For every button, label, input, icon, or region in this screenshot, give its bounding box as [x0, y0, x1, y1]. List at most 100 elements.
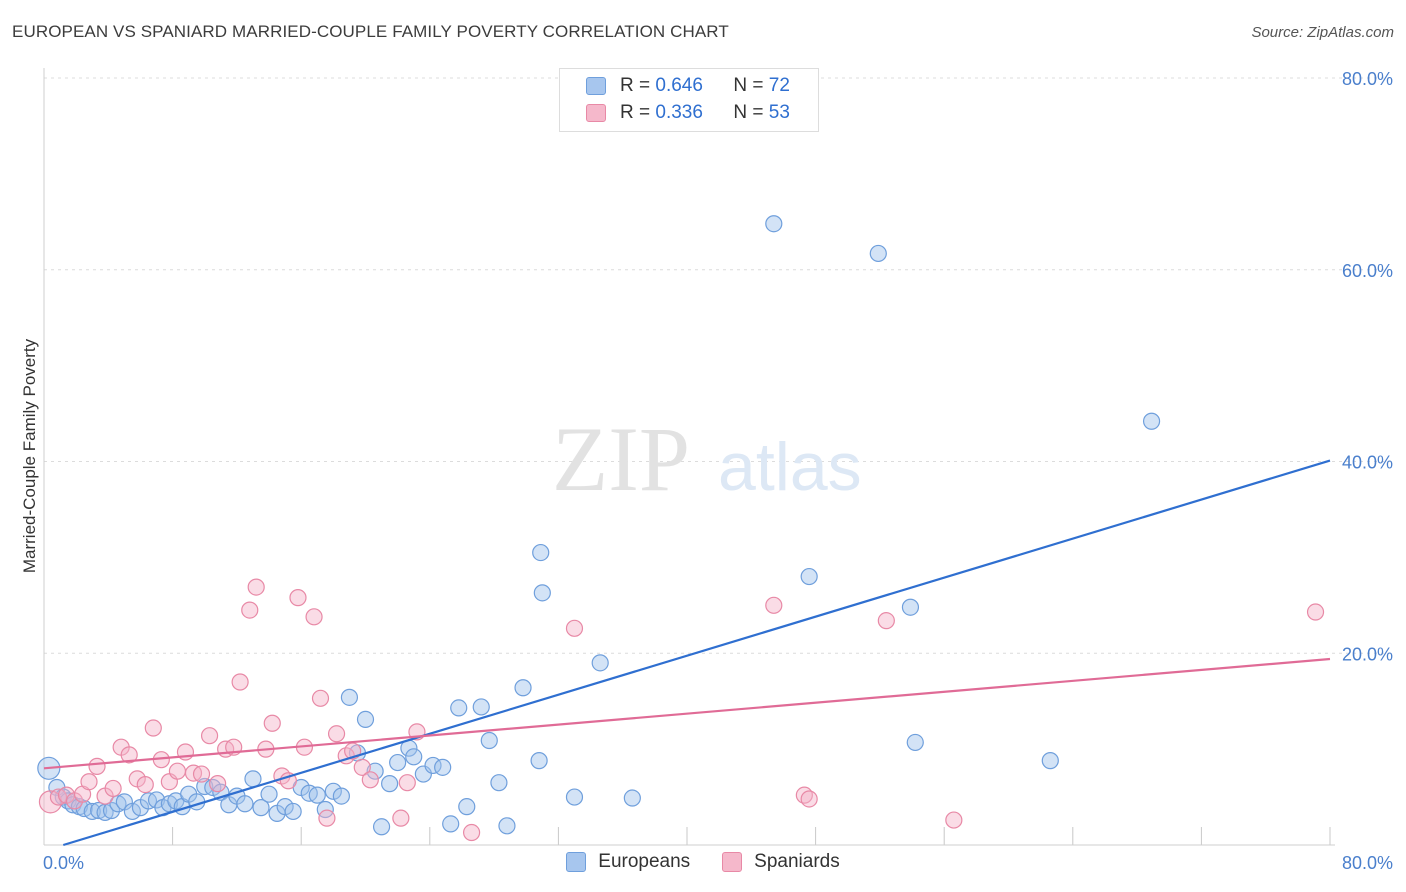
- legend-row-europeans: R = 0.646 N = 72: [586, 74, 790, 98]
- europeans-point: [480, 731, 498, 750]
- europeans-point: [906, 733, 924, 752]
- spaniards-point: [80, 773, 98, 791]
- spaniards-point: [263, 714, 281, 732]
- r-label: R =: [620, 75, 651, 96]
- spaniards-point: [462, 823, 481, 842]
- trend-lines: [43, 459, 1331, 847]
- spaniards-point: [289, 589, 307, 607]
- europeans-point: [414, 765, 432, 783]
- europeans-point: [498, 817, 516, 835]
- spaniards-point: [168, 762, 187, 780]
- spaniards-point: [192, 765, 211, 783]
- europeans-point: [623, 789, 641, 807]
- europeans-point: [308, 786, 326, 804]
- spaniards-point: [353, 758, 371, 776]
- spaniards-point: [945, 811, 963, 829]
- europeans-point: [869, 244, 887, 263]
- europeans-point: [381, 775, 399, 793]
- x-tick-label: 0.0%: [43, 853, 84, 873]
- europeans-point: [284, 802, 302, 821]
- europeans-point: [514, 679, 532, 697]
- spaniards-r-value: 0.336: [655, 102, 703, 123]
- spaniards-point: [318, 809, 336, 827]
- europeans-point: [442, 815, 460, 833]
- europeans-point: [372, 818, 391, 836]
- europeans-point: [800, 567, 818, 586]
- spaniards-point: [241, 601, 259, 619]
- spaniards-trend-line: [43, 657, 1331, 770]
- watermark-zip: ZIP: [552, 408, 690, 510]
- europeans-point: [252, 799, 270, 817]
- europeans-point: [472, 698, 490, 716]
- europeans-point: [123, 802, 142, 821]
- spaniards-point: [305, 608, 323, 626]
- europeans-point: [324, 782, 342, 800]
- europeans-point: [901, 598, 920, 616]
- spaniards-point: [765, 596, 783, 614]
- europeans-point: [340, 688, 359, 706]
- europeans-point: [565, 788, 584, 806]
- y-tick-label: 60.0%: [1342, 261, 1393, 281]
- spaniards-point: [247, 578, 265, 596]
- spaniards-point: [311, 689, 330, 707]
- y-axis-label: Married-Couple Family Poverty: [20, 338, 39, 573]
- europeans-point: [532, 543, 550, 562]
- y-tick-label: 40.0%: [1342, 453, 1393, 473]
- europeans-point: [434, 758, 452, 776]
- europeans-point: [244, 770, 262, 788]
- y-tick-label: 80.0%: [1342, 69, 1393, 89]
- spaniards-point: [231, 673, 249, 691]
- n-label: N =: [733, 102, 764, 123]
- europeans-point: [530, 752, 548, 770]
- europeans-n-value: 72: [768, 75, 790, 96]
- europeans-point: [356, 710, 375, 729]
- correlation-legend: R = 0.646 N = 72 R = 0.336 N = 53: [559, 68, 819, 132]
- europeans-swatch: [586, 77, 606, 95]
- spaniards-n-value: 53: [768, 102, 790, 123]
- spaniards-point: [200, 727, 219, 745]
- r-label: R =: [620, 102, 651, 123]
- spaniards-point: [209, 775, 227, 793]
- y-tick-label: 20.0%: [1342, 644, 1393, 664]
- spaniards-point: [800, 790, 818, 808]
- europeans-trend-line: [62, 459, 1331, 847]
- watermark: ZIP atlas: [552, 408, 862, 510]
- chart-title: EUROPEAN VS SPANIARD MARRIED-COUPLE FAMI…: [12, 22, 729, 41]
- spaniards-point: [104, 779, 122, 798]
- europeans-point: [90, 801, 108, 820]
- spaniards-point: [1306, 603, 1325, 621]
- europeans-point: [765, 215, 783, 233]
- tick-labels: 20.0% 40.0% 60.0% 80.0% 0.0% 80.0%: [43, 69, 1393, 873]
- watermark-atlas: atlas: [718, 429, 862, 505]
- spaniards-point: [136, 775, 154, 794]
- spaniards-point: [88, 757, 106, 775]
- n-label: N =: [733, 75, 764, 96]
- europeans-point: [366, 762, 384, 780]
- europeans-point: [389, 753, 407, 772]
- grid: [44, 77, 1390, 845]
- europeans-point: [102, 801, 121, 820]
- europeans-points: [37, 215, 1161, 836]
- europeans-legend-swatch: [566, 852, 587, 872]
- spaniards-point: [144, 719, 162, 737]
- spaniards-point: [877, 612, 895, 630]
- spaniards-point: [361, 771, 379, 789]
- europeans-point: [490, 774, 508, 792]
- europeans-r-value: 0.646: [655, 75, 703, 96]
- spaniards-point: [565, 619, 584, 637]
- spaniards-legend-label: Spaniards: [754, 851, 840, 872]
- spaniards-point: [392, 809, 410, 827]
- series-legend: Europeans Spaniards: [0, 851, 1406, 873]
- europeans-point: [405, 748, 423, 766]
- europeans-point: [458, 798, 476, 816]
- europeans-point: [276, 798, 294, 816]
- europeans-point: [260, 785, 278, 803]
- legend-item-spaniards[interactable]: Spaniards: [722, 851, 840, 873]
- legend-item-europeans[interactable]: Europeans: [566, 851, 690, 873]
- spaniards-point: [327, 725, 346, 743]
- europeans-point: [236, 795, 254, 813]
- spaniards-legend-swatch: [722, 852, 743, 872]
- europeans-point: [109, 795, 127, 813]
- spaniards-swatch: [586, 104, 606, 122]
